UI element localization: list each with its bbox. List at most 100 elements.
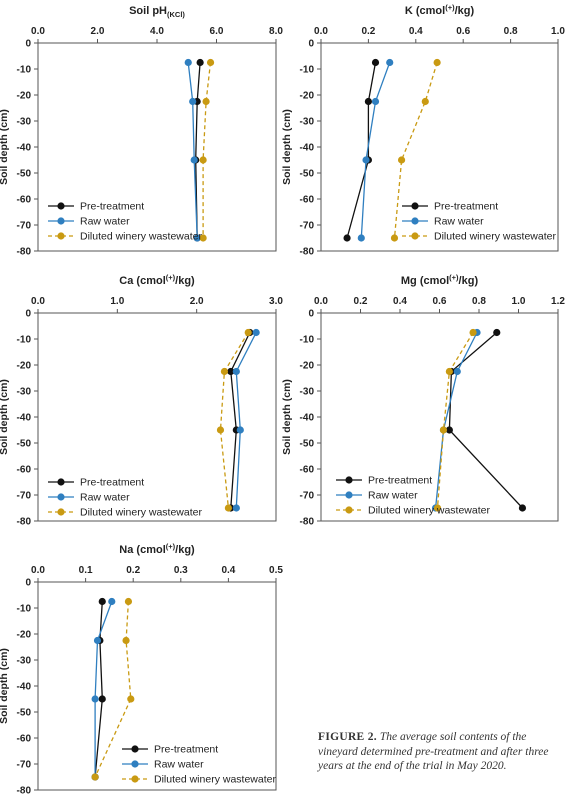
y-tick-label: -30 bbox=[17, 656, 32, 667]
y-tick-label: -80 bbox=[17, 517, 32, 528]
data-point bbox=[227, 367, 235, 376]
data-point bbox=[362, 156, 370, 164]
y-tick-label: -10 bbox=[17, 604, 32, 615]
x-tick-label: 0.3 bbox=[174, 565, 188, 576]
y-axis-label: Soil depth (cm) bbox=[0, 109, 10, 185]
legend-label: Pre-treatment bbox=[80, 477, 144, 489]
x-tick-label: 8.0 bbox=[269, 26, 283, 37]
x-tick-label: 4.0 bbox=[150, 26, 164, 37]
series-line-raw-water bbox=[434, 332, 478, 509]
data-point bbox=[421, 97, 429, 106]
chart-title-main: Mg (cmol bbox=[401, 275, 449, 287]
y-tick-label: -70 bbox=[300, 221, 315, 232]
y-tick-label: -50 bbox=[17, 169, 32, 180]
series-line-diluted-winery-wastewater bbox=[219, 332, 249, 509]
y-tick-label: -60 bbox=[17, 465, 32, 476]
data-point bbox=[196, 58, 204, 67]
data-point bbox=[357, 234, 365, 242]
legend-label: Raw water bbox=[434, 216, 484, 228]
x-tick-label: 2.0 bbox=[190, 296, 204, 307]
y-tick-label: 0 bbox=[308, 309, 314, 320]
y-tick-label: -40 bbox=[17, 682, 32, 693]
legend-marker bbox=[345, 476, 353, 484]
legend-label: Pre-treatment bbox=[434, 201, 498, 213]
data-point bbox=[252, 328, 260, 337]
legend-marker bbox=[57, 202, 65, 210]
series-line-diluted-winery-wastewater bbox=[436, 332, 474, 509]
series-line-diluted-winery-wastewater bbox=[393, 62, 438, 239]
y-tick-label: -30 bbox=[300, 387, 315, 398]
legend-marker bbox=[57, 508, 65, 516]
x-tick-label: 1.0 bbox=[551, 26, 565, 37]
y-tick-label: -10 bbox=[300, 335, 315, 346]
y-tick-label: -50 bbox=[300, 439, 315, 450]
legend-marker bbox=[57, 217, 65, 225]
x-tick-label: 6.0 bbox=[210, 26, 224, 37]
x-tick-label: 0.4 bbox=[221, 565, 235, 576]
data-point bbox=[433, 58, 441, 67]
legend-marker bbox=[57, 232, 65, 240]
y-tick-label: -50 bbox=[17, 439, 32, 450]
series-line-pre-treatment bbox=[230, 332, 251, 509]
chart-title: K (cmol(+)/kg) bbox=[405, 3, 475, 17]
series-line-raw-water bbox=[360, 62, 391, 239]
data-point bbox=[190, 156, 198, 164]
y-tick-label: -10 bbox=[17, 65, 32, 76]
chart-title-tail: /kg) bbox=[175, 275, 195, 287]
legend-label: Diluted winery wastewater bbox=[80, 507, 202, 519]
y-axis-label: Soil depth (cm) bbox=[281, 379, 293, 455]
y-tick-label: -30 bbox=[17, 387, 32, 398]
data-point bbox=[439, 426, 448, 434]
x-tick-label: 1.2 bbox=[551, 296, 565, 307]
legend-marker bbox=[57, 493, 65, 501]
legend-marker bbox=[57, 478, 65, 486]
data-point bbox=[518, 504, 527, 512]
series-line-pre-treatment bbox=[195, 62, 201, 239]
y-axis-label: Soil depth (cm) bbox=[281, 109, 293, 185]
legend-label: Pre-treatment bbox=[80, 201, 144, 213]
legend-marker bbox=[411, 232, 419, 240]
series-line-diluted-winery-wastewater bbox=[94, 601, 132, 778]
legend-label: Pre-treatment bbox=[154, 744, 218, 756]
x-tick-label: 0.8 bbox=[504, 26, 518, 37]
chart-title-superscript: (+) bbox=[449, 273, 459, 282]
data-point bbox=[433, 504, 442, 512]
legend-label: Diluted winery wastewater bbox=[368, 505, 490, 517]
data-point bbox=[108, 597, 116, 606]
series-line-pre-treatment bbox=[448, 332, 523, 509]
data-point bbox=[91, 695, 99, 703]
legend-label: Diluted winery wastewater bbox=[434, 231, 556, 243]
x-tick-label: 1.0 bbox=[110, 296, 124, 307]
y-tick-label: -70 bbox=[17, 760, 32, 771]
y-tick-label: -60 bbox=[300, 195, 315, 206]
legend-marker bbox=[131, 760, 139, 768]
series-line-pre-treatment bbox=[346, 62, 377, 239]
x-tick-label: 0.2 bbox=[126, 565, 140, 576]
x-tick-label: 0.0 bbox=[314, 26, 328, 37]
x-tick-label: 0.2 bbox=[361, 26, 375, 37]
data-point bbox=[445, 367, 453, 376]
x-tick-label: 0.0 bbox=[314, 296, 328, 307]
x-tick-label: 0.4 bbox=[393, 296, 407, 307]
y-tick-label: -70 bbox=[17, 221, 32, 232]
data-point bbox=[199, 234, 207, 242]
series-line-raw-water bbox=[235, 332, 257, 509]
data-point bbox=[127, 695, 135, 703]
y-tick-label: 0 bbox=[25, 578, 31, 589]
chart-panel-2: K (cmol(+)/kg) 0.0 0.2 0.4 0.6 0.8 1.0 0 -10 -20 -… bbox=[281, 3, 565, 258]
chart-title-main: Soil pH bbox=[129, 5, 167, 17]
series-line-raw-water bbox=[94, 601, 113, 777]
x-tick-label: 3.0 bbox=[269, 296, 283, 307]
legend-label: Raw water bbox=[80, 216, 130, 228]
legend-marker bbox=[411, 202, 419, 210]
y-tick-label: -10 bbox=[17, 335, 32, 346]
legend-marker bbox=[345, 506, 353, 514]
y-tick-label: -20 bbox=[17, 630, 32, 641]
y-tick-label: -50 bbox=[300, 169, 315, 180]
chart-title-main: K (cmol bbox=[405, 5, 445, 17]
y-tick-label: -20 bbox=[17, 361, 32, 372]
y-tick-label: -80 bbox=[300, 247, 315, 258]
y-tick-label: -60 bbox=[300, 465, 315, 476]
y-tick-label: 0 bbox=[25, 39, 31, 50]
